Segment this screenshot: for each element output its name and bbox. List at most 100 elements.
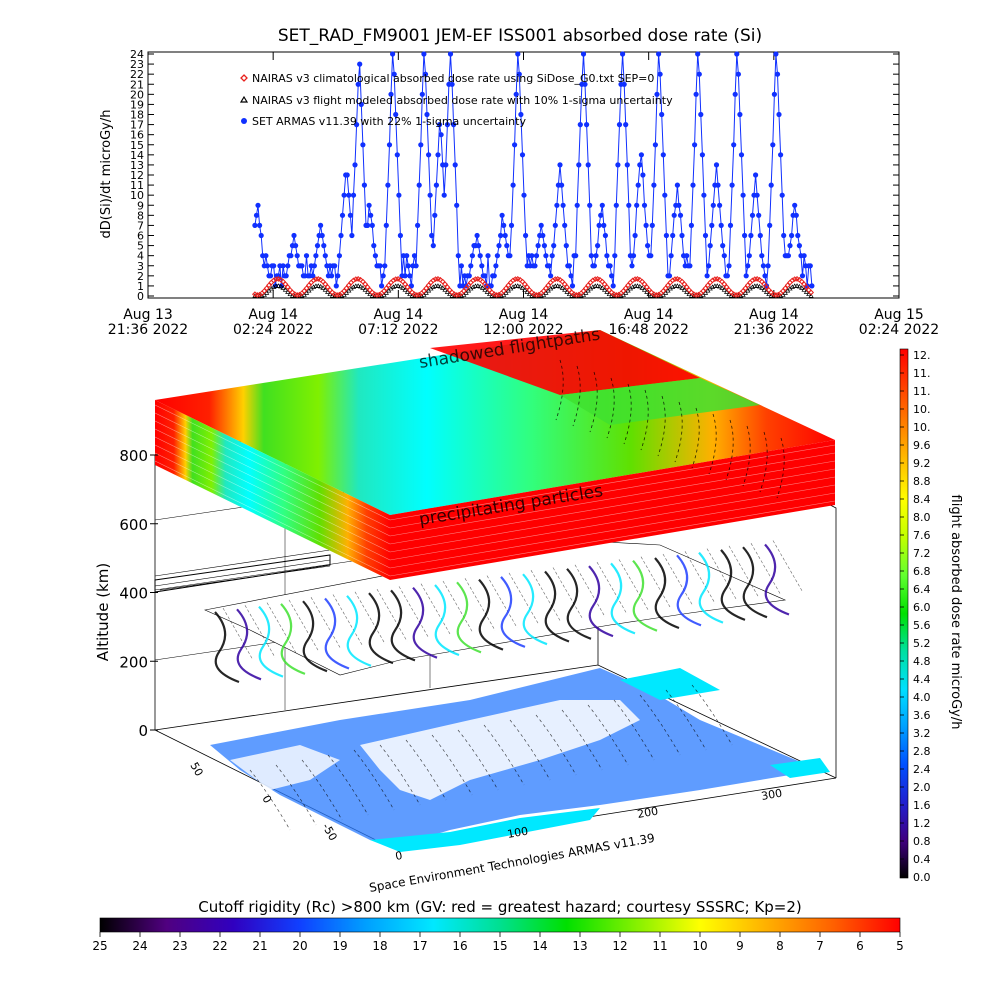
armas-point [432,212,438,218]
armas-point [411,253,418,259]
climatological-point [322,281,329,288]
iss-track-ribbon [154,539,804,684]
x-tick-label: 12:00 2022 [483,322,563,338]
ribbon-track-dash [772,540,804,593]
floor-track [275,764,317,826]
climatological-point [672,276,678,283]
armas-point [757,232,763,239]
ribbon-track [302,600,328,673]
flight-model-point [282,287,289,292]
dose-colorbar: 12. 11. 11. 10. 10. 9.6 9.2 8.8 8.4 8.0 7.6 7.2 6.8 6… [899,348,963,884]
armas-point [778,152,784,158]
flight-model-point [705,288,711,293]
armas-point [598,212,604,218]
climatological-point [350,277,357,284]
flight-model-point [423,290,429,295]
armas-point [732,91,738,97]
ribbon-track-dash [310,597,342,650]
climatological-point [782,285,789,292]
armas-point [541,243,548,249]
ribbon-track-dash [376,588,408,642]
armas-point [285,263,291,269]
altitude-axis-label: Altitude (km) [94,563,112,661]
armas-point [562,222,568,228]
armas-point [776,111,782,118]
armas-point [397,232,403,239]
chart-title: SET_RAD_FM9001 JEM-EF ISS001 absorbed do… [278,26,762,46]
slab-right-face [390,440,835,580]
ribbon-track-dash [574,564,606,617]
armas-point [354,122,360,128]
armas-point [643,222,649,228]
top-plot: 0123456789101112131415161718192021222324… [99,48,939,338]
armas-point [535,243,541,249]
flight-model-point [437,283,443,289]
y-tick-label: 12 [130,169,144,182]
climatological-point [592,276,599,283]
armas-point [379,283,385,289]
armas-point [333,283,339,289]
flight-model-point [796,283,802,289]
ribbon-track [214,611,240,684]
climatological-point [381,288,387,294]
armas-point [745,263,751,269]
armas-point [458,263,464,269]
y-tick-label: 22 [130,68,144,81]
legend-item-flight-modeled: NAIRAS v3 flight modeled absorbed dose r… [239,94,673,107]
land-region [230,745,340,790]
armas-point [518,111,524,118]
ribbon-track-dash [442,580,474,634]
slab-stripe [154,452,391,569]
flight-model-point [639,285,645,290]
climatological-point [604,284,610,290]
armas-point [771,91,778,97]
flight-model-point [320,285,326,290]
armas-point [299,263,305,269]
climatological-point [660,288,667,294]
slab-stripe [154,444,391,561]
dose-tick-label: 4.4 [913,673,931,686]
climatological-point [629,277,636,284]
armas-point [402,273,408,279]
armas-point [715,182,721,188]
flight-model-point [604,289,610,294]
dose-tick-label: 9.2 [913,457,931,470]
armas-point [319,232,325,239]
slab-track [742,425,751,487]
climatological-point [709,277,716,284]
slab-stripe [389,500,836,577]
climatological-point [561,281,568,288]
flight-model-point [594,283,601,288]
ribbon-shadow-strip [154,549,331,591]
armas-point [549,253,555,259]
armas-point [640,172,646,178]
armas-point [645,243,651,249]
y-tick-label: 8 [137,209,144,222]
armas-point [599,202,605,208]
rigidity-tick-label: 7 [816,939,824,953]
armas-point [510,182,516,188]
y-tick-label: 9 [137,199,144,212]
dose-tick-label: 7.2 [913,547,931,560]
flight-model-point [545,288,551,293]
armas-point [707,243,713,249]
armas-point [303,253,310,259]
polar-band [620,668,720,700]
climatological-point [662,285,669,292]
armas-point [546,263,552,269]
armas-point [620,51,626,57]
armas-point [774,71,781,77]
armas-point [626,202,632,208]
armas-point [591,263,598,269]
climatological-point [303,285,310,292]
armas-point [496,243,502,249]
slab-track [606,377,615,439]
armas-point [726,263,732,269]
armas-point [735,71,742,77]
dose-tick-label: 10. [913,403,931,416]
dose-tick-label: 5.2 [913,637,931,650]
dose-tick-label: 8.4 [913,493,931,506]
armas-point [349,232,355,239]
series-armas [252,51,815,289]
slab-track [589,371,598,433]
